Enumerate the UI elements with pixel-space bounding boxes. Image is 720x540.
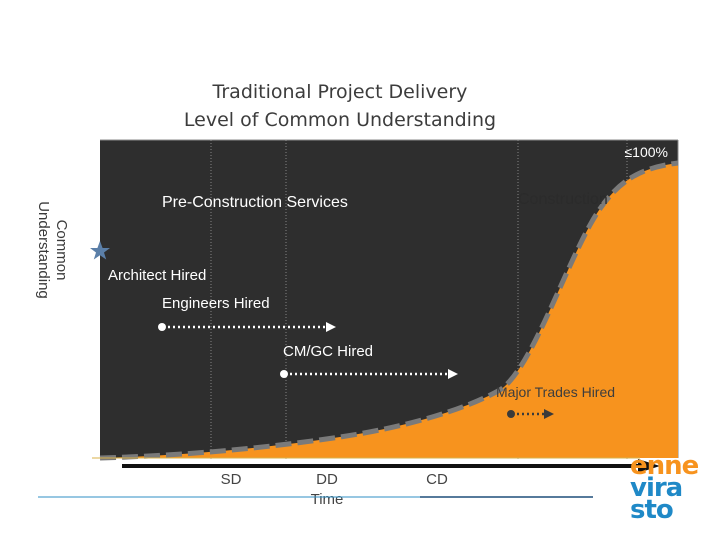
title-line-1: Traditional Project Delivery [212, 81, 468, 103]
x-tick-dd: DD [316, 471, 338, 488]
event-label-engineers: Engineers Hired [162, 295, 270, 312]
star-icon [90, 241, 110, 260]
arrowhead-icon [448, 369, 458, 379]
y-max-label: ≤100% [625, 144, 669, 160]
title-line-2: Level of Common Understanding [183, 109, 497, 131]
arrowhead-icon [544, 409, 554, 419]
phase-label-construction: Construction [518, 191, 608, 208]
logo-line-2: vira [630, 473, 683, 503]
chart-title: Traditional Project Delivery Level of Co… [120, 78, 560, 134]
phase-label-preconstruction: Pre-Construction Services [162, 194, 348, 211]
understanding-curve [99, 160, 679, 461]
company-logo: enne vira sto [630, 451, 700, 525]
x-tick-cd: CD [426, 471, 448, 488]
x-tick-sd: SD [221, 471, 242, 488]
arrowhead-icon [326, 322, 336, 332]
event-label-architect: Architect Hired [108, 267, 206, 284]
event-marker-engineers [158, 323, 166, 331]
logo-line-3: sto [630, 495, 674, 525]
x-axis-arrowhead-icon [638, 459, 660, 473]
event-label-cmgc: CM/GC Hired [283, 343, 373, 360]
logo-line-1: enne [630, 451, 699, 481]
event-label-major-trades: Major Trades Hired [496, 384, 615, 400]
event-marker-cmgc [280, 370, 288, 378]
x-axis-label: Time [311, 491, 344, 508]
understanding-area [100, 163, 678, 458]
event-marker-major-trades [507, 410, 515, 418]
